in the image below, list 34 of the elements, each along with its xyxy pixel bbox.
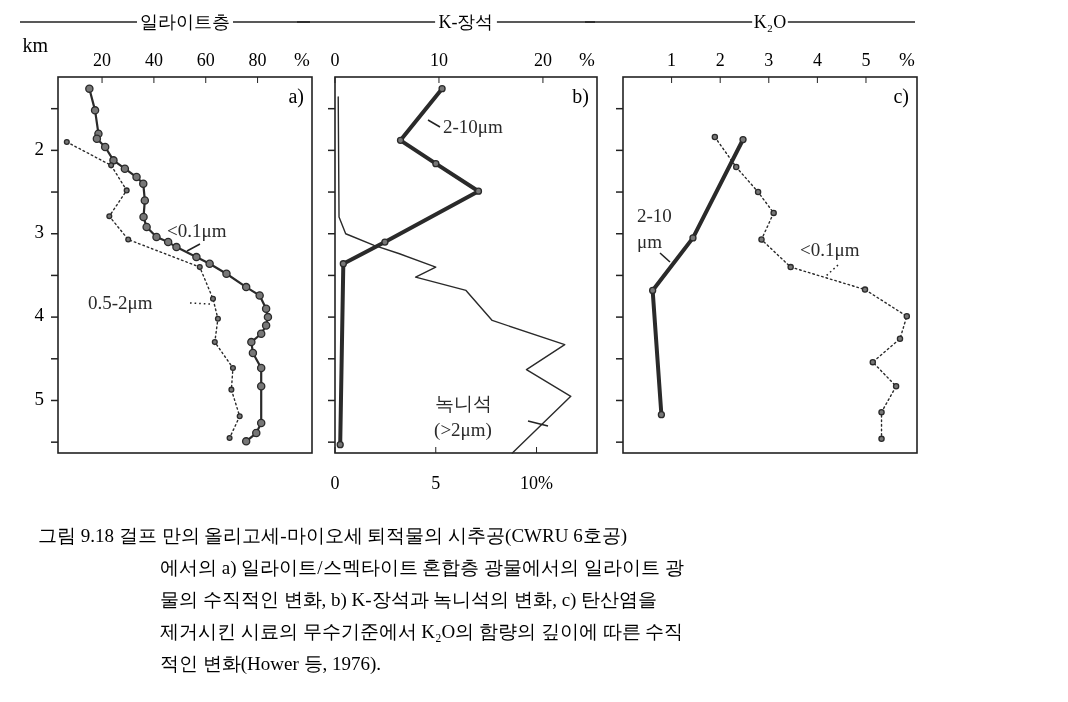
y-axis-title: km: [22, 34, 49, 56]
series-label: <0.1μm: [167, 220, 227, 241]
x-tick-label: 5: [861, 50, 871, 70]
x-axis-title: %: [899, 49, 916, 70]
x-tick-label: 10%: [520, 473, 554, 493]
series-label: 녹니석 (>2μm): [434, 393, 492, 441]
y-tick-label: 4: [34, 304, 45, 326]
x-tick-label: 4: [812, 50, 822, 70]
y-tick-label: 3: [34, 221, 44, 243]
x-tick-label: 60: [196, 50, 215, 70]
caption: 그림 9.18 걸프 만의 올리고세-마이오세 퇴적물의 시추공(CWRU 6호공) 에서의 a) 일라이트/스멕타이트 혼합층 광물에서의 일라이트 광 물의 수직적인 변화, b) K-장석과 녹니석의 변화, c) 탄산염을 제거시킨 시료의 무수기준에서 K₂O의 함량의 깊이에 따른 수직 적인 변화(Hower 등, 1976).: [38, 525, 684, 675]
x-tick-label: 2: [715, 50, 725, 70]
annotation: b): [572, 85, 589, 108]
annotation: c): [893, 85, 909, 108]
y-tick-label: 2: [34, 137, 44, 159]
x-tick-label: 80: [248, 50, 267, 70]
legend-label: 2-10μm: [443, 116, 504, 137]
x-tick-label: 20: [93, 50, 112, 70]
x-tick-label: 1: [667, 50, 677, 70]
legend-label: 0.5-2μm: [88, 292, 153, 313]
x-tick-label: 5: [431, 473, 441, 493]
series-label: 2-10 μm: [637, 205, 672, 252]
x-tick-label: 3: [764, 50, 774, 70]
series-label: <0.1μm: [800, 239, 860, 260]
chart-title: 일라이트층: [140, 12, 230, 32]
x-axis-title: %: [294, 49, 311, 70]
x2-axis-title: %: [579, 49, 596, 70]
y-tick-label: 5: [34, 387, 44, 409]
x-tick-label: 0: [330, 473, 340, 493]
chart-title: K-장석: [438, 12, 494, 32]
annotation: a): [288, 85, 304, 108]
x-tick-label: 40: [144, 50, 163, 70]
x2-tick-label: 10: [429, 50, 448, 70]
chart-title: K₂O: [753, 12, 787, 32]
